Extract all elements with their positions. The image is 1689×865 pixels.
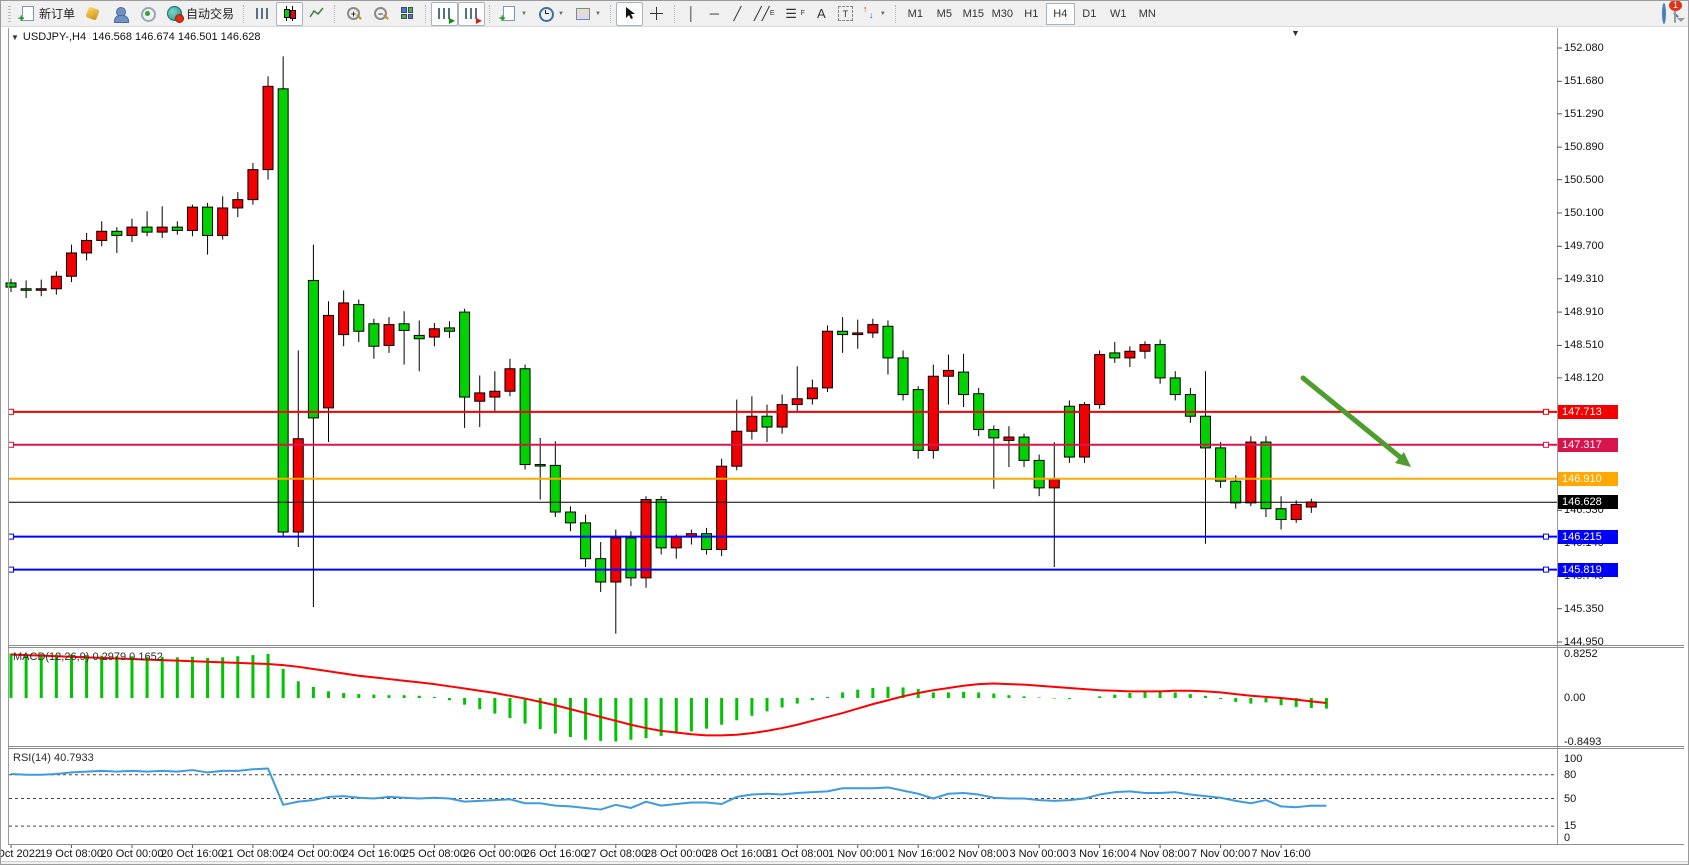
chat-button[interactable]: 1 [1669,1,1682,23]
toolbar-right-icons: 1 [1662,1,1686,24]
text-icon: A [817,6,826,21]
new-order-label: 新订单 [39,7,76,21]
notification-badge: 1 [1669,1,1682,11]
toolbar-separator [243,4,245,23]
timeframe-group: M1 M5 M15 M30 H1 H4 D1 W1 MN [901,2,1162,25]
chevron-down-icon: ▼ [879,10,886,17]
fibo-letter: F [800,10,805,17]
text-label-button[interactable]: T [833,2,858,26]
toolbar: + 新订单 自动交易 [1,1,1688,27]
auto-scroll-icon: ▶ [436,5,455,25]
toolbar-separator [894,4,897,23]
indicators-button[interactable]: + ▼ [495,2,532,26]
bar-chart-icon [254,5,271,22]
tab-timeframe-H4[interactable]: H4 [1045,2,1075,25]
autotrading-label: 自动交易 [186,7,235,21]
trendline-icon: ╱ [733,6,742,21]
vertical-line-icon: │ [687,6,696,21]
zoom-in-icon: + [345,5,362,22]
vertical-line-button[interactable]: │ [680,2,703,26]
level-lines[interactable] [8,408,1558,573]
chevron-down-icon: ▼ [594,10,601,17]
tab-timeframe-M5[interactable]: M5 [936,7,952,20]
candlestick-icon [281,5,298,22]
new-order-button[interactable]: + 新订单 [14,2,80,26]
chevron-down-icon: ▼ [521,10,527,17]
indicators-icon: + [499,5,517,25]
clock-icon [537,5,554,22]
frame-lines [8,28,1684,848]
chevron-down-icon: ▼ [557,10,564,17]
macd-plot [9,653,1328,742]
tab-timeframe-H1[interactable]: H1 [1024,7,1039,20]
crosshair-button[interactable] [643,2,670,26]
new-order-icon: + [18,5,36,25]
tab-timeframe-M1[interactable]: M1 [907,7,923,20]
tile-windows-icon [399,5,416,22]
channel-icon: ╱╱ [753,6,770,21]
zoom-out-icon: − [372,5,389,22]
arrows-icon: ↑ ↓ [862,4,874,20]
signals-button[interactable] [134,2,161,26]
chart-shift-button[interactable]: ▶ [458,1,486,26]
fibonacci-icon: ☰ [785,6,797,21]
tile-windows-button[interactable] [394,2,421,26]
person-icon [112,5,130,23]
line-chart-button[interactable] [303,2,330,26]
chat-icon [1674,3,1676,23]
text-button[interactable]: A [810,2,833,26]
cursor-icon [621,5,638,22]
tab-timeframe-M30[interactable]: M30 [991,7,1013,20]
crosshair-icon [648,5,665,22]
candlestick-chart-button[interactable] [276,1,304,26]
horizontal-line-icon: ─ [709,6,719,21]
toolbar-grip[interactable] [8,5,11,22]
template-icon [574,5,591,22]
cursor-button[interactable] [615,1,643,26]
tab-timeframe-MN[interactable]: MN [1138,7,1156,20]
channel-button[interactable]: ╱╱ E [749,2,780,26]
community-button[interactable] [107,2,134,26]
text-label-icon: T [837,6,853,21]
autotrading-button[interactable]: 自动交易 [161,2,239,26]
signal-waves-icon [139,5,157,22]
line-chart-icon [308,5,325,22]
window-bottom-edge [1,861,1688,864]
tab-timeframe-W1[interactable]: W1 [1110,7,1127,20]
rsi-grid-layer [9,774,1557,827]
rsi-plot [10,767,1327,811]
chart-window[interactable]: ▼ USDJPY-,H4 146.568 146.674 146.501 146.… [1,27,1688,864]
toolbar-separator [489,4,491,23]
megaphone-button[interactable] [80,2,107,26]
megaphone-icon [85,5,102,22]
candlesticks [5,56,1317,634]
templates-button[interactable]: ▼ [569,2,606,26]
toolbar-separator [334,4,336,23]
chart-plot [5,28,1684,848]
auto-scroll-button[interactable]: ▶ [431,1,459,26]
toolbar-separator [673,4,676,23]
globe-icon [166,5,185,23]
zoom-in-button[interactable]: + [340,2,367,26]
arrows-button[interactable]: ↑ ↓ ▼ [858,2,891,26]
tab-timeframe-D1[interactable]: D1 [1082,7,1097,20]
trendline-button[interactable]: ╱ [726,2,749,26]
bar-chart-button[interactable] [249,2,276,26]
toolbar-separator [425,4,427,23]
search-icon [1662,2,1666,24]
trend-arrow-annotation[interactable] [1300,375,1411,467]
chart-shift-icon: ▶ [463,5,482,25]
zoom-out-button[interactable]: − [367,2,394,26]
periods-button[interactable]: ▼ [532,2,569,26]
fibonacci-button[interactable]: ☰ F [780,2,810,26]
search-button[interactable] [1662,2,1666,24]
tab-timeframe-M15[interactable]: M15 [962,7,984,20]
toolbar-separator [609,4,612,23]
channel-letter: E [769,10,775,17]
horizontal-line-button[interactable]: ─ [703,2,726,26]
